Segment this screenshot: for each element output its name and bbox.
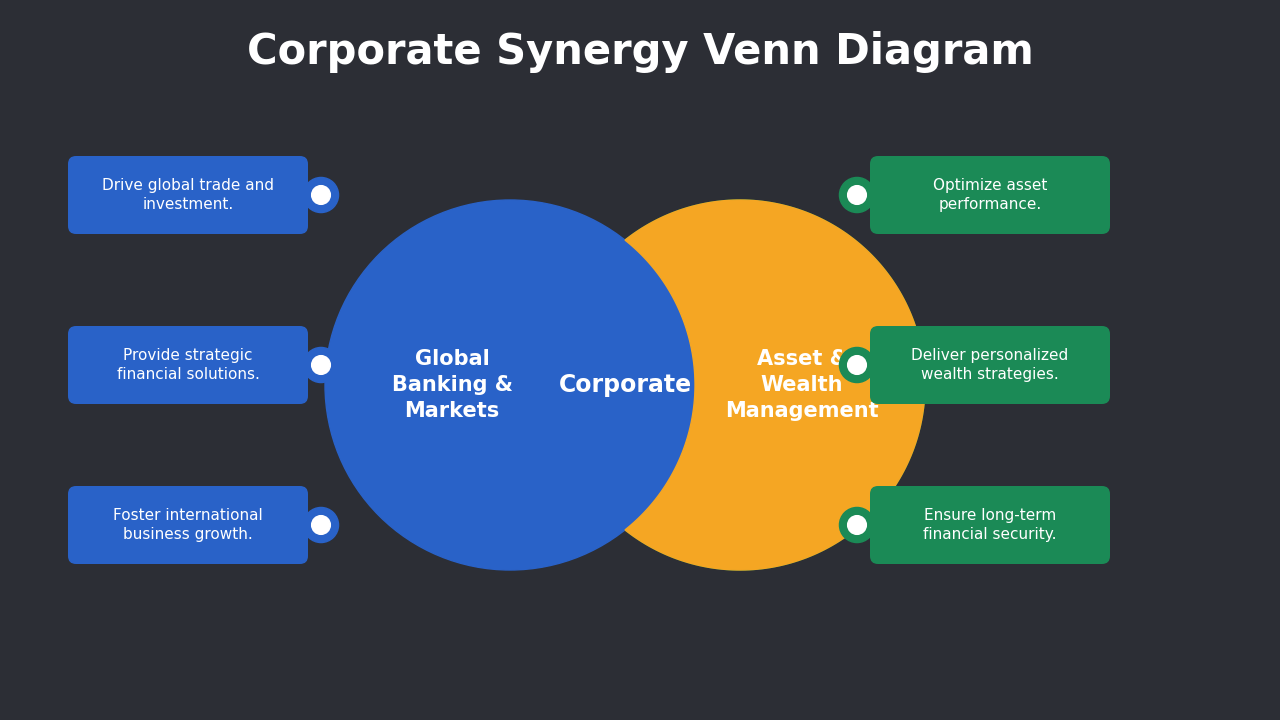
Circle shape	[847, 516, 867, 534]
FancyBboxPatch shape	[870, 326, 1110, 404]
Text: Drive global trade and
investment.: Drive global trade and investment.	[102, 178, 274, 212]
Text: Corporate Synergy Venn Diagram: Corporate Synergy Venn Diagram	[247, 31, 1033, 73]
Text: Corporate: Corporate	[558, 373, 691, 397]
FancyBboxPatch shape	[68, 486, 308, 564]
Text: Asset &
Wealth
Management: Asset & Wealth Management	[726, 348, 879, 421]
Circle shape	[847, 356, 867, 374]
Text: Deliver personalized
wealth strategies.: Deliver personalized wealth strategies.	[911, 348, 1069, 382]
Text: Ensure long-term
financial security.: Ensure long-term financial security.	[923, 508, 1057, 542]
Circle shape	[311, 356, 330, 374]
Circle shape	[840, 348, 874, 382]
Text: Provide strategic
financial solutions.: Provide strategic financial solutions.	[116, 348, 260, 382]
Circle shape	[840, 508, 874, 543]
FancyBboxPatch shape	[870, 486, 1110, 564]
FancyBboxPatch shape	[68, 326, 308, 404]
Polygon shape	[625, 200, 925, 570]
Circle shape	[325, 200, 695, 570]
Circle shape	[847, 186, 867, 204]
FancyBboxPatch shape	[870, 156, 1110, 234]
Circle shape	[311, 516, 330, 534]
Text: Foster international
business growth.: Foster international business growth.	[113, 508, 262, 542]
FancyBboxPatch shape	[68, 156, 308, 234]
Text: Global
Banking &
Markets: Global Banking & Markets	[392, 348, 512, 421]
Text: Optimize asset
performance.: Optimize asset performance.	[933, 178, 1047, 212]
Circle shape	[303, 348, 338, 382]
Circle shape	[303, 508, 338, 543]
Circle shape	[556, 200, 925, 570]
Circle shape	[303, 177, 338, 212]
Circle shape	[311, 186, 330, 204]
Circle shape	[840, 177, 874, 212]
